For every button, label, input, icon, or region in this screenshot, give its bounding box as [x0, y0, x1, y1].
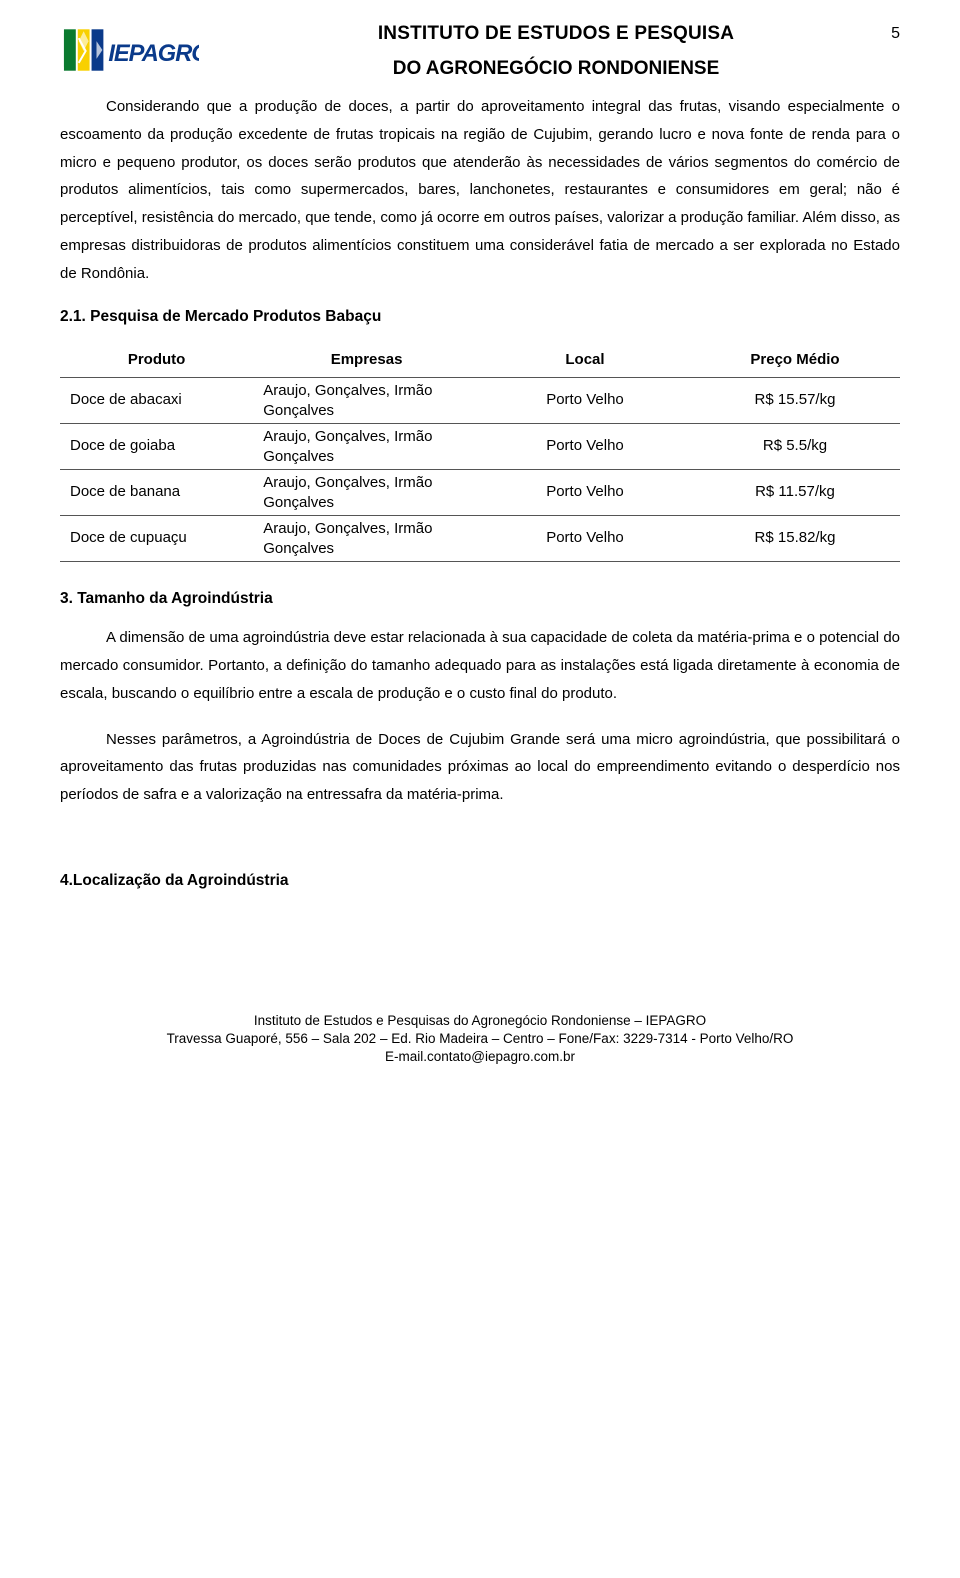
header-title-line2: DO AGRONEGÓCIO RONDONIENSE	[212, 55, 900, 84]
footer-line-2: Travessa Guaporé, 556 – Sala 202 – Ed. R…	[60, 1030, 900, 1048]
th-local: Local	[480, 343, 690, 378]
header-titles: INSTITUTO DE ESTUDOS E PESQUISA DO AGRON…	[212, 20, 900, 83]
cell-local: Porto Velho	[480, 378, 690, 424]
footer-line-1: Instituto de Estudos e Pesquisas do Agro…	[60, 1012, 900, 1030]
cell-local: Porto Velho	[480, 470, 690, 516]
cell-preco: R$ 5.5/kg	[690, 424, 900, 470]
cell-local: Porto Velho	[480, 424, 690, 470]
header-title-line1: INSTITUTO DE ESTUDOS E PESQUISA	[212, 20, 900, 49]
cell-produto: Doce de cupuaçu	[60, 516, 253, 562]
cell-produto: Doce de banana	[60, 470, 253, 516]
pricing-table: Produto Empresas Local Preço Médio Doce …	[60, 343, 900, 563]
paragraph-3: Nesses parâmetros, a Agroindústria de Do…	[60, 726, 900, 809]
iepagro-logo: IEPAGRO	[60, 20, 200, 80]
section-3-heading: 3. Tamanho da Agroindústria	[60, 587, 900, 610]
cell-preco: R$ 15.57/kg	[690, 378, 900, 424]
table-row: Doce de banana Araujo, Gonçalves, Irmão …	[60, 470, 900, 516]
cell-empresas: Araujo, Gonçalves, Irmão Gonçalves	[253, 378, 480, 424]
cell-produto: Doce de goiaba	[60, 424, 253, 470]
paragraph-2: A dimensão de uma agroindústria deve est…	[60, 624, 900, 707]
table-row: Doce de abacaxi Araujo, Gonçalves, Irmão…	[60, 378, 900, 424]
th-preco: Preço Médio	[690, 343, 900, 378]
cell-local: Porto Velho	[480, 516, 690, 562]
th-empresas: Empresas	[253, 343, 480, 378]
table-header-row: Produto Empresas Local Preço Médio	[60, 343, 900, 378]
cell-empresas: Araujo, Gonçalves, Irmão Gonçalves	[253, 424, 480, 470]
svg-text:IEPAGRO: IEPAGRO	[108, 40, 199, 66]
page-footer: Instituto de Estudos e Pesquisas do Agro…	[60, 1012, 900, 1067]
cell-preco: R$ 11.57/kg	[690, 470, 900, 516]
document-header: IEPAGRO INSTITUTO DE ESTUDOS E PESQUISA …	[60, 20, 900, 83]
cell-empresas: Araujo, Gonçalves, Irmão Gonçalves	[253, 470, 480, 516]
page-number: 5	[891, 22, 900, 46]
th-produto: Produto	[60, 343, 253, 378]
paragraph-1: Considerando que a produção de doces, a …	[60, 93, 900, 287]
footer-line-3: E-mail.contato@iepagro.com.br	[60, 1048, 900, 1066]
cell-empresas: Araujo, Gonçalves, Irmão Gonçalves	[253, 516, 480, 562]
section-2-1-heading: 2.1. Pesquisa de Mercado Produtos Babaçu	[60, 305, 900, 328]
section-4-heading: 4.Localização da Agroindústria	[60, 869, 900, 892]
cell-preco: R$ 15.82/kg	[690, 516, 900, 562]
cell-produto: Doce de abacaxi	[60, 378, 253, 424]
table-row: Doce de goiaba Araujo, Gonçalves, Irmão …	[60, 424, 900, 470]
table-row: Doce de cupuaçu Araujo, Gonçalves, Irmão…	[60, 516, 900, 562]
logo-icon: IEPAGRO	[61, 23, 199, 78]
